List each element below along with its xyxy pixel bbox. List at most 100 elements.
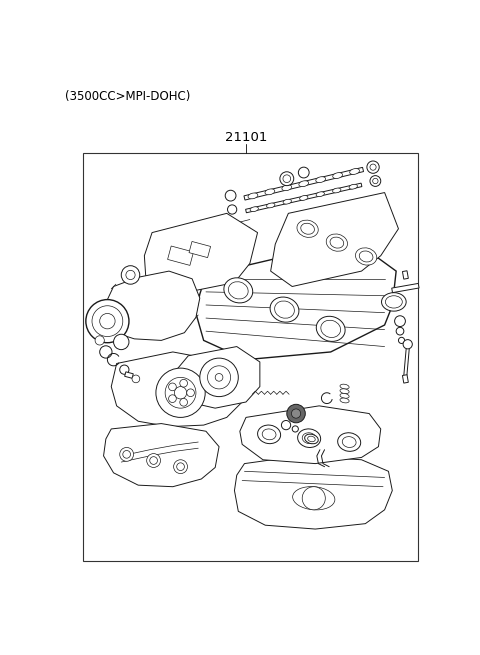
Circle shape <box>174 386 187 399</box>
Circle shape <box>207 365 230 389</box>
Polygon shape <box>196 240 396 360</box>
Ellipse shape <box>385 296 402 308</box>
Circle shape <box>398 337 405 343</box>
Polygon shape <box>144 214 258 294</box>
Ellipse shape <box>326 234 348 252</box>
Ellipse shape <box>299 181 309 187</box>
Ellipse shape <box>342 437 356 447</box>
Ellipse shape <box>300 196 308 200</box>
Polygon shape <box>244 168 363 200</box>
Circle shape <box>281 421 291 430</box>
Circle shape <box>200 358 238 397</box>
Ellipse shape <box>258 425 281 443</box>
Ellipse shape <box>305 434 318 444</box>
Ellipse shape <box>382 293 406 311</box>
Polygon shape <box>402 271 408 279</box>
Ellipse shape <box>224 278 253 303</box>
Circle shape <box>370 176 381 187</box>
Ellipse shape <box>275 301 294 318</box>
Polygon shape <box>104 271 200 341</box>
Text: (3500CC>MPI-DOHC): (3500CC>MPI-DOHC) <box>65 90 191 103</box>
Circle shape <box>120 447 133 461</box>
Polygon shape <box>104 424 219 487</box>
Ellipse shape <box>340 384 349 389</box>
Circle shape <box>180 398 188 406</box>
Ellipse shape <box>228 282 248 299</box>
Ellipse shape <box>316 192 324 196</box>
Circle shape <box>372 178 378 183</box>
Ellipse shape <box>340 389 349 394</box>
Circle shape <box>168 383 176 391</box>
Circle shape <box>292 426 299 432</box>
Circle shape <box>123 451 131 458</box>
Circle shape <box>100 314 115 329</box>
Circle shape <box>367 161 379 174</box>
Circle shape <box>168 395 176 402</box>
Ellipse shape <box>298 429 321 447</box>
Ellipse shape <box>330 237 344 248</box>
Ellipse shape <box>360 251 373 262</box>
Circle shape <box>215 373 223 381</box>
Ellipse shape <box>333 173 343 178</box>
Ellipse shape <box>349 184 358 189</box>
Circle shape <box>291 409 300 418</box>
Circle shape <box>180 379 188 387</box>
Circle shape <box>287 404 305 422</box>
Circle shape <box>120 365 129 374</box>
Polygon shape <box>189 242 211 257</box>
Circle shape <box>95 336 104 345</box>
Circle shape <box>147 454 160 468</box>
Circle shape <box>283 175 291 183</box>
Circle shape <box>187 389 194 397</box>
Polygon shape <box>402 375 408 383</box>
Ellipse shape <box>262 429 276 440</box>
Text: 21101: 21101 <box>225 131 267 144</box>
Circle shape <box>121 266 140 284</box>
Circle shape <box>280 172 294 185</box>
Ellipse shape <box>302 433 316 443</box>
Ellipse shape <box>266 203 275 208</box>
Ellipse shape <box>333 188 341 193</box>
Circle shape <box>225 190 236 201</box>
Ellipse shape <box>349 168 360 174</box>
Polygon shape <box>246 183 362 213</box>
Polygon shape <box>111 352 246 426</box>
Ellipse shape <box>283 199 291 204</box>
Polygon shape <box>240 406 381 464</box>
Circle shape <box>92 306 123 337</box>
Circle shape <box>165 377 196 408</box>
Circle shape <box>228 205 237 214</box>
Circle shape <box>302 487 325 510</box>
Ellipse shape <box>321 320 341 337</box>
Polygon shape <box>271 193 398 286</box>
Ellipse shape <box>340 394 349 398</box>
Circle shape <box>403 340 412 349</box>
Circle shape <box>126 271 135 280</box>
Circle shape <box>150 457 157 464</box>
Ellipse shape <box>301 223 314 234</box>
Ellipse shape <box>356 248 377 265</box>
Polygon shape <box>175 346 260 408</box>
Circle shape <box>395 316 406 327</box>
Circle shape <box>177 463 184 470</box>
Ellipse shape <box>293 487 335 510</box>
Polygon shape <box>234 456 392 529</box>
Circle shape <box>396 328 404 335</box>
Polygon shape <box>392 284 419 293</box>
Polygon shape <box>125 372 133 379</box>
Ellipse shape <box>282 185 292 191</box>
Ellipse shape <box>316 316 345 341</box>
Polygon shape <box>168 246 193 265</box>
Circle shape <box>370 164 376 170</box>
Ellipse shape <box>308 436 315 441</box>
Ellipse shape <box>248 193 258 199</box>
Ellipse shape <box>270 297 299 322</box>
Ellipse shape <box>250 207 258 212</box>
Ellipse shape <box>316 177 325 183</box>
Ellipse shape <box>340 398 349 403</box>
Circle shape <box>174 460 188 474</box>
Ellipse shape <box>337 433 360 451</box>
Ellipse shape <box>297 220 318 237</box>
Circle shape <box>100 346 112 358</box>
Circle shape <box>86 299 129 343</box>
